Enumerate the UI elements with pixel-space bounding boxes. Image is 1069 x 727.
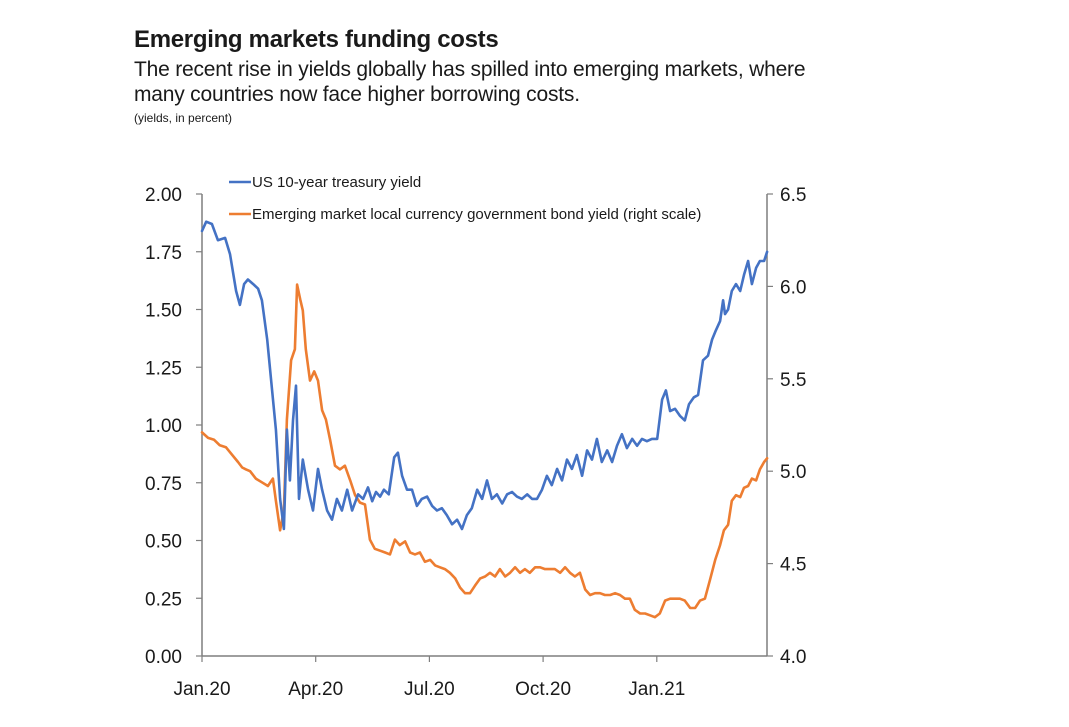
legend: US 10-year treasury yield Emerging marke… <box>229 174 701 223</box>
series-lines <box>200 220 769 619</box>
units-note: (yields, in percent) <box>134 111 233 125</box>
left-tick-label: 0.50 <box>145 532 182 553</box>
chart-title: Emerging markets funding costs <box>134 26 499 53</box>
right-tick-label: 6.0 <box>780 277 806 298</box>
left-tick-label: 1.75 <box>145 243 182 264</box>
right-tick-label: 5.0 <box>780 462 806 483</box>
left-tick-label: 0.00 <box>145 647 182 668</box>
x-tick-label: Jan.21 <box>628 679 685 700</box>
legend-label-em: Emerging market local currency governmen… <box>252 206 701 223</box>
x-tick-label: Oct.20 <box>515 679 571 700</box>
legend-label-us: US 10-year treasury yield <box>252 174 421 191</box>
right-tick-label: 4.0 <box>780 647 806 668</box>
x-tick-label: Jan.20 <box>173 679 230 700</box>
series-line-us-10y <box>200 220 769 531</box>
x-tick-label: Apr.20 <box>288 679 343 700</box>
right-tick-label: 6.5 <box>780 185 806 206</box>
series-line-em-local <box>200 283 769 619</box>
axes: 0.00 0.25 0.50 0.75 1.00 1.25 1.50 1.75 2.00 4.0 4… <box>145 185 806 700</box>
left-tick-label: 1.00 <box>145 416 182 437</box>
left-tick-label: 0.25 <box>145 589 182 610</box>
chart-subtitle: The recent rise in yields globally has s… <box>134 58 806 106</box>
x-tick-label: Jul.20 <box>404 679 455 700</box>
right-tick-label: 5.5 <box>780 370 806 391</box>
left-tick-label: 1.25 <box>145 358 182 379</box>
left-tick-label: 0.75 <box>145 474 182 495</box>
left-tick-label: 1.50 <box>145 301 182 322</box>
left-tick-label: 2.00 <box>145 185 182 206</box>
right-tick-label: 4.5 <box>780 555 806 576</box>
